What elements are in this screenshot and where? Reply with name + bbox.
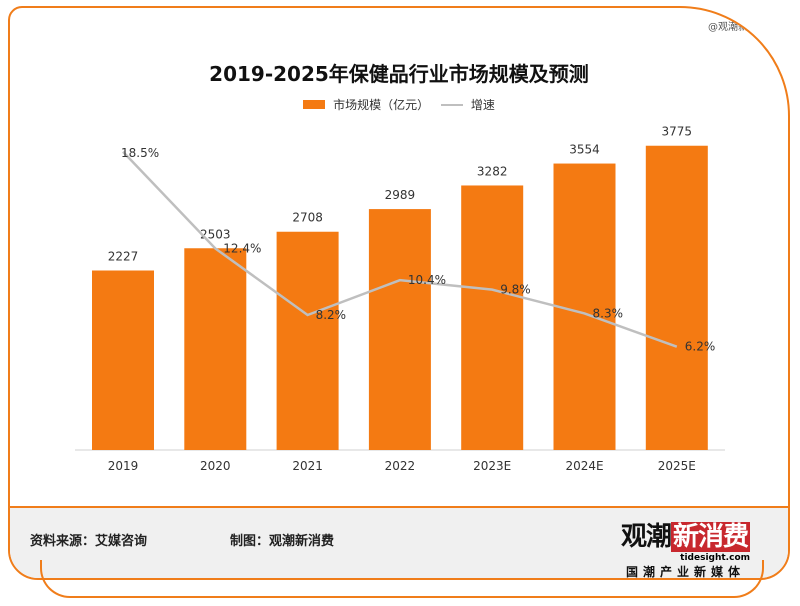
legend-bar-label: 市场规模（亿元） [333,98,430,112]
x-tick-label: 2021 [292,459,323,473]
logo: 观潮新消费 tidesight.com 国潮产业新媒体 [620,516,750,579]
bar-label: 2989 [385,188,416,202]
growth-line [122,150,678,348]
legend-line-label: 增速 [470,98,495,112]
line-label: 18.5% [121,146,159,160]
source-text: 资料来源：艾媒咨询 [30,534,148,549]
line-label: 9.8% [500,283,531,297]
x-tick-label: 2023E [473,459,511,473]
logo-url: tidesight.com [680,553,750,563]
bar [184,248,247,450]
bar [461,185,524,450]
line-label: 8.2% [316,308,347,322]
logo-sub: 国潮产业新媒体 [625,565,745,579]
logo-main: 观潮 [620,522,672,552]
bar-label: 2227 [108,250,139,264]
maker-text: 制图：观潮新消费 [230,534,335,549]
bar [276,231,339,450]
line-label: 6.2% [685,340,716,354]
bar [645,145,708,451]
bar-label: 3282 [477,164,508,178]
bar-label: 2503 [200,227,231,241]
legend-line-swatch [440,103,463,106]
bar [368,209,431,450]
line-label: 10.4% [408,273,446,287]
bar-label: 2708 [292,211,323,225]
x-tick-label: 2022 [385,459,416,473]
x-tick-label: 2019 [108,459,139,473]
bar [92,270,154,450]
x-tick-label: 2020 [200,459,231,473]
footer: 资料来源：艾媒咨询 制图：观潮新消费 观潮新消费 tidesight.com 国… [10,506,788,578]
logo-red: 新消费 [670,522,750,552]
chart-title: 2019-2025年保健品行业市场规模及预测 [209,62,589,86]
x-tick-label: 2025E [658,459,696,473]
credit: @观潮新消费 [708,22,768,33]
line-label: 12.4% [223,241,261,255]
x-tick-label: 2024E [565,459,603,473]
bar-label: 3554 [569,143,600,157]
line-label: 8.3% [593,306,624,320]
bar [553,163,616,450]
legend: 市场规模（亿元） 增速 [10,96,788,113]
bar-label: 3775 [662,125,693,139]
legend-bar-swatch [303,100,326,109]
